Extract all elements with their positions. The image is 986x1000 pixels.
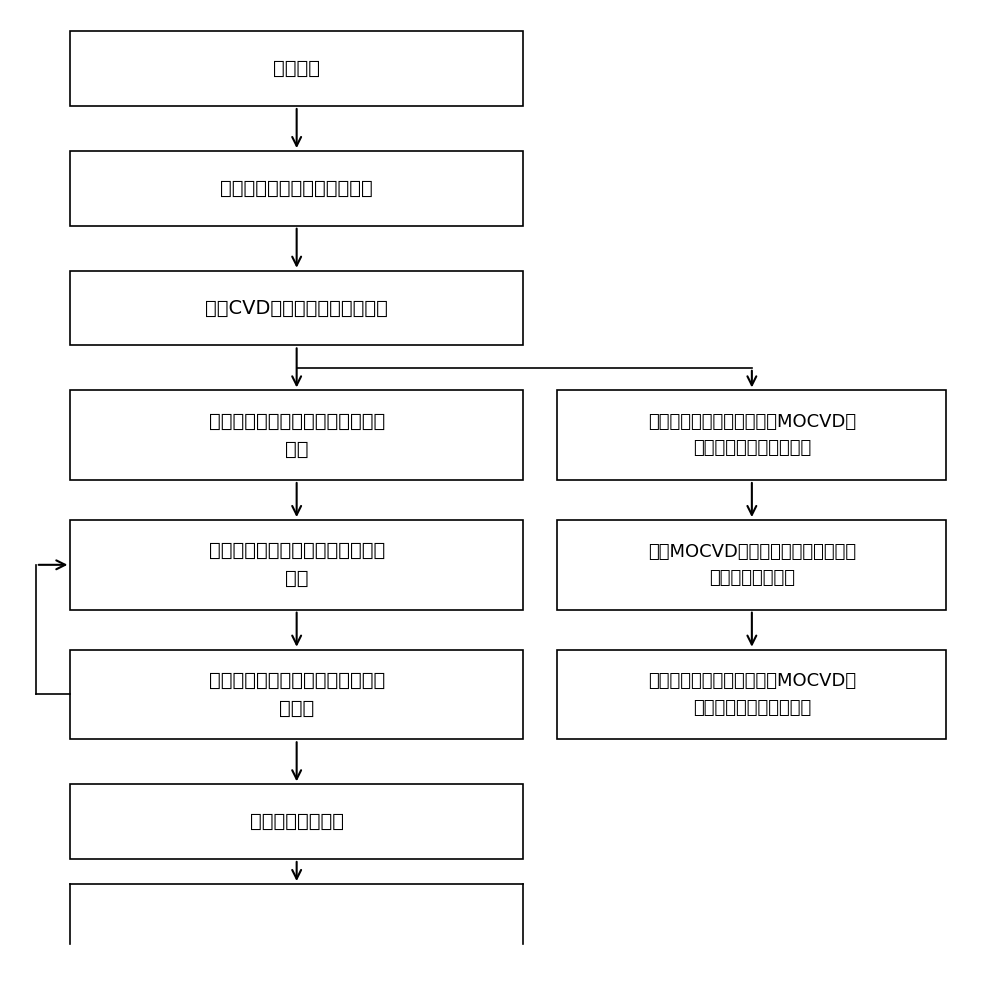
Bar	[557, 390, 946, 480]
Text: 执行原子层沉积工艺，以形成氮化
铝膜: 执行原子层沉积工艺，以形成氮化 铝膜	[208, 541, 385, 588]
Bar	[70, 784, 523, 859]
Bar	[70, 390, 523, 480]
Bar	[70, 31, 523, 106]
Text: 提供衬底: 提供衬底	[273, 59, 319, 78]
Bar	[557, 520, 946, 610]
Text: 对第一氮化硅层的表面进行微刻蚀
处理: 对第一氮化硅层的表面进行微刻蚀 处理	[208, 412, 385, 459]
Text: 对衬底的表面进行微刻蚀处理: 对衬底的表面进行微刻蚀处理	[220, 179, 373, 198]
Text: 在高于第一预定温度下执行MOCVD工
艺，以形成第二氮化铝层: 在高于第一预定温度下执行MOCVD工 艺，以形成第二氮化铝层	[647, 413, 855, 457]
Text: 利用CVD工艺形成第一氮化硅层: 利用CVD工艺形成第一氮化硅层	[205, 299, 387, 318]
Bar	[70, 271, 523, 345]
Text: 执行MOCVD工艺，以形成具有孔隙结
构的第二氮化硅层: 执行MOCVD工艺，以形成具有孔隙结 构的第二氮化硅层	[647, 543, 855, 587]
Bar	[557, 650, 946, 739]
Text: 形成第一氮化铝层: 形成第一氮化铝层	[249, 812, 343, 831]
Text: 在高于第二预定温度下执行MOCVD工
艺，以形成第三氮化铝层: 在高于第二预定温度下执行MOCVD工 艺，以形成第三氮化铝层	[647, 672, 855, 717]
Text: 对当前的氮化铝膜的表面进行微刻
蚀处理: 对当前的氮化铝膜的表面进行微刻 蚀处理	[208, 671, 385, 718]
Bar	[70, 520, 523, 610]
Bar	[70, 650, 523, 739]
Bar	[70, 151, 523, 226]
